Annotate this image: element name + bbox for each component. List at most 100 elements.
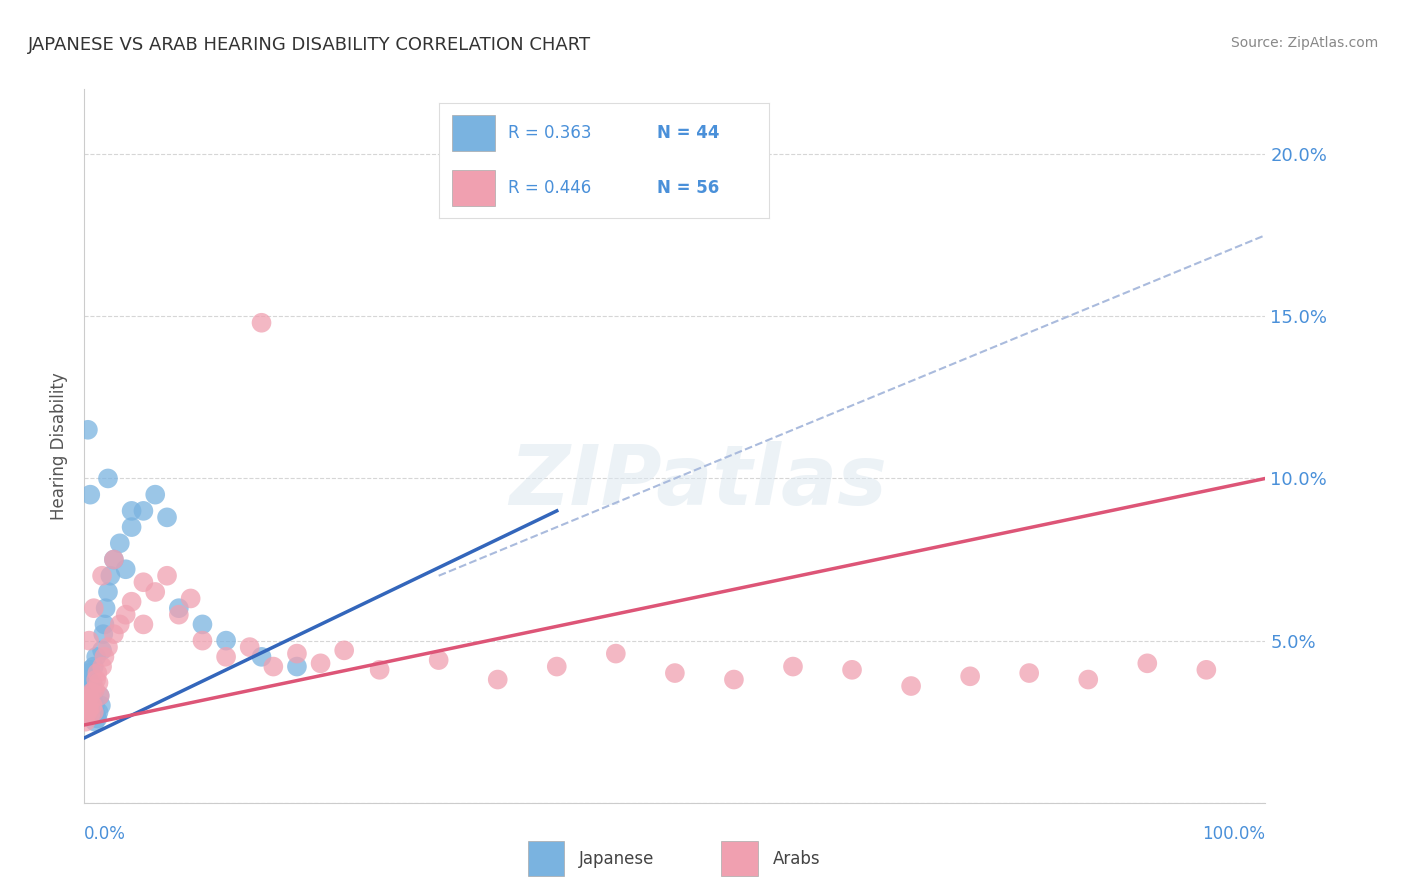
Point [77,673,100,687]
Point [546,659,568,673]
Point [83,601,105,615]
Point [93,617,115,632]
Point [486,673,509,687]
Point [121,520,143,534]
Point [77,689,100,703]
Point [76,698,98,713]
Point [156,510,179,524]
Point [84,649,107,664]
Point [89,689,111,703]
Point [77,705,100,719]
Point [121,595,143,609]
Point [121,504,143,518]
Point [77,692,100,706]
Point [250,649,273,664]
Point [132,504,155,518]
Point [108,536,131,550]
Point [97,585,120,599]
Point [114,607,136,622]
Point [1018,666,1040,681]
Point [82,675,104,690]
Point [143,585,166,599]
Point [82,695,104,709]
Text: ZIPatlas: ZIPatlas [509,442,887,522]
Point [84,673,107,687]
Point [87,675,110,690]
Point [79,695,101,709]
Point [98,568,121,582]
Point [80,685,103,699]
Point [83,705,105,719]
Point [91,643,114,657]
Point [605,647,627,661]
Point [83,659,105,673]
Text: 0.0%: 0.0% [84,825,127,843]
Point [309,657,332,671]
Point [900,679,922,693]
Point [86,666,108,681]
Text: JAPANESE VS ARAB HEARING DISABILITY CORRELATION CHART: JAPANESE VS ARAB HEARING DISABILITY CORR… [28,36,592,54]
Point [167,607,190,622]
Bar [721,841,758,876]
Text: Japanese: Japanese [579,849,654,868]
Point [83,685,105,699]
Point [97,640,120,654]
Point [215,649,238,664]
Point [191,617,214,632]
Point [959,669,981,683]
Point [77,633,100,648]
Point [108,617,131,632]
Point [285,659,308,673]
Point [93,649,115,664]
Point [75,714,97,729]
Point [103,552,125,566]
Point [191,633,214,648]
Point [215,633,238,648]
Point [82,698,104,713]
Point [84,714,107,729]
Point [167,601,190,615]
Point [427,653,450,667]
Point [1195,663,1218,677]
Point [841,663,863,677]
Point [103,627,125,641]
Point [80,679,103,693]
Point [664,666,686,681]
Point [180,591,202,606]
Point [782,659,804,673]
Point [79,689,101,703]
Point [86,711,108,725]
Point [156,568,179,582]
Point [90,698,112,713]
Point [132,617,155,632]
Point [103,552,125,566]
Point [285,647,308,661]
Point [239,640,262,654]
Point [79,663,101,677]
Point [87,705,110,719]
Text: Source: ZipAtlas.com: Source: ZipAtlas.com [1230,36,1378,50]
Point [77,666,100,681]
Point [1136,657,1159,671]
Point [84,708,107,723]
Point [723,673,745,687]
Point [77,423,100,437]
Point [80,702,103,716]
Point [94,601,117,615]
Point [77,692,100,706]
Point [91,568,114,582]
Point [114,562,136,576]
Point [262,659,284,673]
Point [91,627,114,641]
Text: Arabs: Arabs [772,849,820,868]
Point [79,708,101,723]
Point [143,488,166,502]
Point [91,659,114,673]
Point [79,488,101,502]
Y-axis label: Hearing Disability: Hearing Disability [51,372,69,520]
Point [333,643,356,657]
Point [132,575,155,590]
Point [75,698,97,713]
Point [76,682,98,697]
Point [1077,673,1099,687]
